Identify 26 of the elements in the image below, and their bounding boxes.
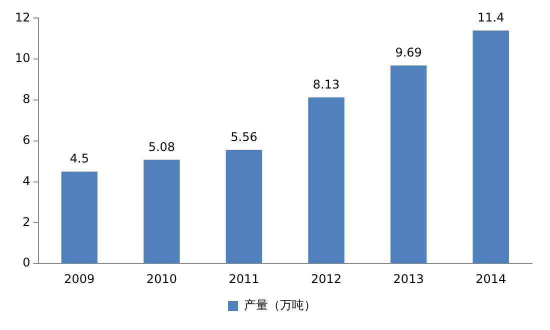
legend-label: 产量（万吨） bbox=[244, 298, 316, 312]
x-tick-label: 2013 bbox=[393, 272, 424, 286]
bar bbox=[308, 97, 344, 264]
data-label: 4.5 bbox=[70, 152, 89, 166]
data-label: 5.08 bbox=[148, 140, 176, 154]
data-label: 9.69 bbox=[395, 46, 422, 60]
bar bbox=[226, 150, 262, 264]
data-label: 8.13 bbox=[312, 77, 340, 92]
x-tick-label: 2011 bbox=[228, 272, 260, 286]
bar bbox=[472, 30, 509, 264]
y-tick-label: 4 bbox=[22, 174, 30, 188]
x-tick-label: 2009 bbox=[64, 272, 95, 286]
data-label: 5.56 bbox=[230, 130, 258, 144]
y-tick-label: 8 bbox=[22, 92, 30, 106]
y-tick-label: 10 bbox=[14, 51, 30, 66]
bar bbox=[61, 172, 98, 264]
x-tick-label: 2014 bbox=[476, 272, 506, 286]
x-tick-label: 2010 bbox=[146, 272, 177, 286]
bar bbox=[144, 160, 180, 264]
x-tick-label: 2012 bbox=[311, 272, 342, 286]
bar bbox=[390, 65, 427, 264]
y-tick-label: 6 bbox=[22, 133, 30, 148]
y-tick-label: 2 bbox=[22, 214, 30, 229]
y-tick-label: 0 bbox=[22, 256, 30, 270]
data-label: 11.4 bbox=[477, 10, 504, 25]
y-tick-label: 12 bbox=[14, 10, 30, 24]
